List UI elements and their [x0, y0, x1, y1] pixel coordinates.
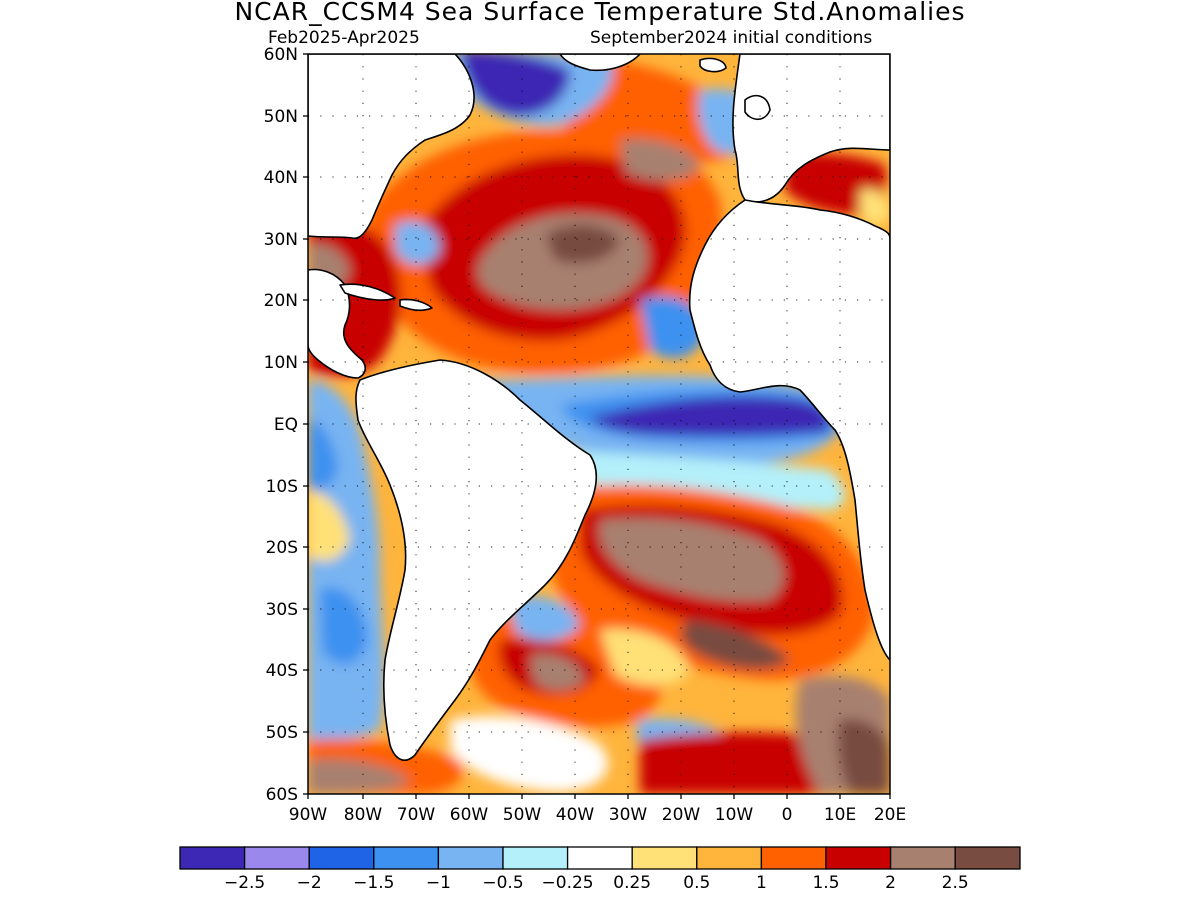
lat-label: 30S	[266, 600, 298, 620]
lon-label: 20E	[874, 805, 906, 825]
lat-label: 40N	[264, 168, 298, 188]
lon-label: 0	[782, 805, 793, 825]
colorbar-swatch	[889, 846, 956, 870]
colorbar-swatch	[760, 846, 827, 870]
lon-label: 50W	[503, 805, 542, 825]
lat-label: 60S	[266, 785, 298, 805]
lat-label: 10S	[266, 477, 298, 497]
ocean-field	[308, 54, 890, 794]
colorbar-label: 1	[756, 873, 767, 893]
lon-label: 60W	[450, 805, 489, 825]
coastlines	[308, 54, 890, 761]
lon-label: 10W	[715, 805, 754, 825]
lat-label: EQ	[274, 415, 298, 435]
colorbar-swatch	[696, 846, 763, 870]
colorbar-label: 2.5	[942, 873, 969, 893]
colorbar	[179, 846, 1021, 870]
colorbar-swatch	[437, 846, 504, 870]
colorbar-label: −1.5	[353, 873, 394, 893]
colorbar-swatch	[179, 846, 246, 870]
map-title: NCAR_CCSM4 Sea Surface Temperature Std.A…	[234, 0, 966, 26]
colorbar-swatch	[631, 846, 698, 870]
lon-label: 40W	[556, 805, 595, 825]
colorbar-label: 0.25	[613, 873, 651, 893]
lat-label: 20N	[264, 291, 298, 311]
lat-label: 40S	[266, 661, 298, 681]
lon-label: 10E	[824, 805, 856, 825]
colorbar-label: −2	[297, 873, 322, 893]
lat-label: 50S	[266, 723, 298, 743]
colorbar-label: 1.5	[812, 873, 839, 893]
colorbar-label: −0.5	[482, 873, 523, 893]
colorbar-swatch	[373, 846, 440, 870]
initial-conditions: September2024 initial conditions	[590, 28, 873, 48]
colorbar-swatch	[566, 846, 633, 870]
colorbar-swatch	[825, 846, 892, 870]
colorbar-swatch	[243, 846, 310, 870]
lat-label: 10N	[264, 353, 298, 373]
lon-label: 30W	[609, 805, 648, 825]
colorbar-swatch	[954, 846, 1021, 870]
lon-label: 20W	[662, 805, 701, 825]
colorbar-label: −0.25	[542, 873, 594, 893]
colorbar-labels: −2.5 −2 −1.5 −1 −0.5 −0.25 0.25 0.5 1 1.…	[224, 873, 969, 893]
colorbar-swatch	[502, 846, 569, 870]
forecast-period: Feb2025-Apr2025	[268, 28, 420, 48]
colorbar-swatch	[308, 846, 375, 870]
lon-label: 80W	[344, 805, 383, 825]
lat-label: 50N	[264, 107, 298, 127]
lat-label: 20S	[266, 538, 298, 558]
lon-labels: 90W 80W 70W 60W 50W 40W 30W 20W 10W 0 10…	[289, 805, 906, 825]
colorbar-label: −2.5	[224, 873, 265, 893]
lon-label: 90W	[289, 805, 328, 825]
colorbar-label: 2	[885, 873, 896, 893]
lat-label: 30N	[264, 230, 298, 250]
lat-labels: 60N 50N 40N 30N 20N 10N EQ 10S 20S 30S 4…	[264, 45, 298, 805]
colorbar-label: 0.5	[683, 873, 710, 893]
axis-ticks	[303, 53, 891, 799]
colorbar-label: −1	[426, 873, 451, 893]
lon-label: 70W	[397, 805, 436, 825]
lat-label: 60N	[264, 45, 298, 65]
